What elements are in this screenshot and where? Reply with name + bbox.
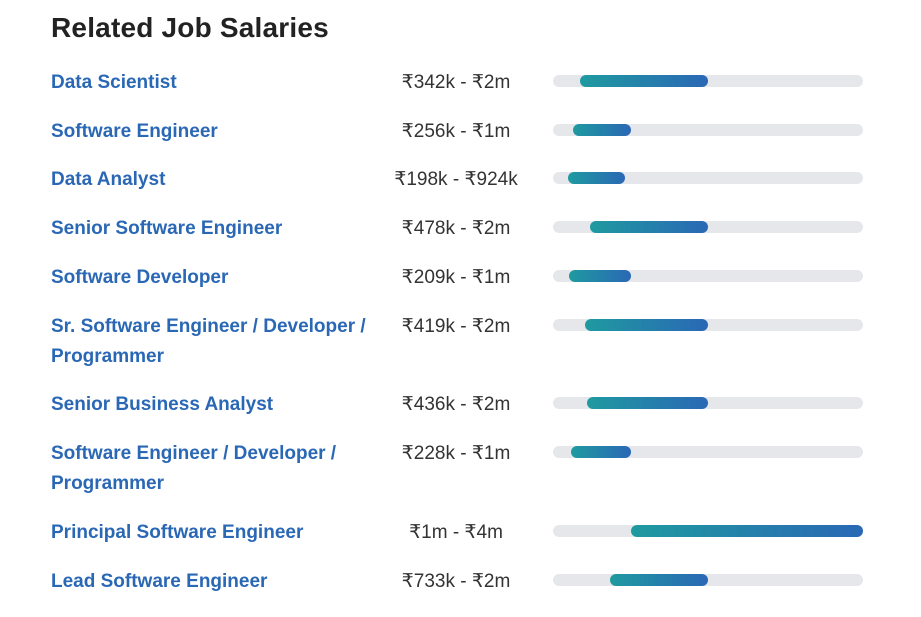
salary-bar-fill <box>573 124 631 136</box>
job-title-link[interactable]: Senior Software Engineer <box>51 218 283 239</box>
salary-bar-fill <box>568 172 625 184</box>
salary-range: ₹256k - ₹1m <box>401 121 511 142</box>
salary-bar-track <box>553 172 863 184</box>
salary-bar-track <box>553 221 863 233</box>
salary-range: ₹198k - ₹924k <box>394 169 518 190</box>
job-title-link[interactable]: Software Engineer <box>51 121 218 142</box>
job-title-link[interactable]: Software Engineer / Developer / Programm… <box>51 443 337 494</box>
salary-bar-track <box>553 124 863 136</box>
job-title-link[interactable]: Data Analyst <box>51 169 166 190</box>
job-title-link[interactable]: Senior Business Analyst <box>51 394 274 415</box>
salary-range: ₹228k - ₹1m <box>401 443 511 464</box>
salary-range: ₹419k - ₹2m <box>401 316 511 337</box>
salary-bar-fill <box>587 397 708 409</box>
salary-bar-fill <box>571 446 631 458</box>
section-title: Related Job Salaries <box>51 12 329 43</box>
salary-range: ₹209k - ₹1m <box>401 267 511 288</box>
salary-range: ₹1m - ₹4m <box>409 522 503 543</box>
salary-bar-track <box>553 525 863 537</box>
salary-bar-track <box>553 270 863 282</box>
salary-bar-track <box>553 397 863 409</box>
salary-bar-fill <box>569 270 631 282</box>
salary-bar-track <box>553 319 863 331</box>
salary-bar-fill <box>585 319 708 331</box>
job-title-link[interactable]: Data Scientist <box>51 72 177 93</box>
salary-bar-fill <box>631 525 863 537</box>
salary-range: ₹733k - ₹2m <box>401 571 511 592</box>
job-title-link[interactable]: Principal Software Engineer <box>51 522 304 543</box>
salary-range: ₹436k - ₹2m <box>401 394 511 415</box>
salary-bar-track <box>553 75 863 87</box>
job-title-link[interactable]: Sr. Software Engineer / Developer / Prog… <box>51 316 366 367</box>
job-title-link[interactable]: Lead Software Engineer <box>51 571 268 592</box>
salary-bar-track <box>553 574 863 586</box>
salary-bar-fill <box>610 574 708 586</box>
job-title-link[interactable]: Software Developer <box>51 267 229 288</box>
salary-range: ₹342k - ₹2m <box>401 72 511 93</box>
salary-range: ₹478k - ₹2m <box>401 218 511 239</box>
salary-bar-track <box>553 446 863 458</box>
salary-bar-fill <box>590 221 708 233</box>
salary-bar-fill <box>580 75 708 87</box>
